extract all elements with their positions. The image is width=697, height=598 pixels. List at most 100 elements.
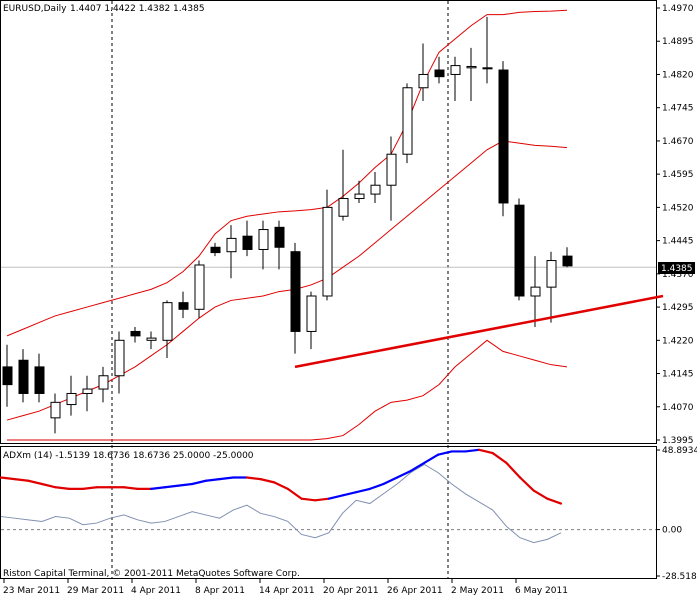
adx-main-segment (150, 486, 167, 490)
adx-main-segment (40, 482, 57, 489)
candle-up (114, 339, 125, 377)
adx-main-segment (464, 448, 481, 453)
candle-up (98, 375, 109, 390)
candle-up (66, 392, 77, 406)
candle-down (210, 246, 221, 254)
adx-main-segment (477, 448, 494, 455)
y-tick-label: 1.4745 (662, 104, 694, 114)
candle-down (34, 366, 45, 394)
adx-main-segment (81, 486, 98, 490)
candle-up (386, 153, 397, 186)
y-tick-label: 1.4220 (662, 336, 694, 346)
current-price-tag-bg (658, 262, 695, 274)
vertical-grid (111, 1, 449, 578)
candle-up (530, 286, 541, 297)
adx-main-segment (286, 487, 303, 500)
adx-main-segment (27, 479, 44, 486)
y-axis-ticks: 1.4970 1.4895 1.4820 1.4745 1.4670 1.4595 1.45… (656, 4, 694, 446)
adx-secondary-line (0, 463, 562, 544)
adx-main-segment (436, 450, 453, 456)
candle-up (258, 229, 269, 250)
candle-up (370, 184, 381, 195)
candle-up (450, 65, 461, 75)
current-price-tag: 1.4385 (661, 264, 693, 274)
y-tick-label: 1.4895 (662, 37, 694, 47)
adx-main-segment (13, 478, 30, 482)
candle-down (130, 330, 141, 337)
candle-up (194, 264, 205, 310)
x-tick-label: 14 Apr 2011 (259, 586, 315, 596)
adx-main-segment (546, 497, 563, 505)
adx-main-segment (491, 451, 508, 464)
candle-down (482, 67, 493, 70)
candle-up (338, 198, 349, 217)
y-tick-label: 1.4070 (662, 403, 694, 413)
x-tick-label: 29 Mar 2011 (67, 586, 124, 596)
x-tick-label: 23 Mar 2011 (3, 586, 60, 596)
footer-copyright: Riston Capital Terminal, © 2001-2011 Met… (3, 569, 300, 579)
chart-header-ohlc: 1.4407 1.4422 1.4382 1.4385 (70, 4, 205, 14)
y-tick-label: 1.4820 (662, 70, 694, 80)
x-tick-label: 6 May 2011 (515, 586, 568, 596)
candle-up (322, 206, 333, 297)
adx-tick-label: -28.5181 (662, 572, 697, 582)
adx-main-segment (245, 476, 262, 481)
adx-main-segment (0, 476, 16, 481)
adx-main-segment (395, 469, 412, 479)
adx-main-segment (54, 486, 71, 490)
adx-main-segment (409, 461, 426, 473)
candle-up (418, 73, 429, 89)
adx-header: ADXm (14) -1.5139 18.6736 18.6736 25.000… (3, 451, 254, 461)
y-tick-label: 1.4520 (662, 203, 694, 213)
candle-up (226, 237, 237, 253)
adx-main-segment (191, 479, 207, 486)
adx-tick-label: 48.8934 (662, 446, 697, 456)
adx-main-segment (122, 486, 139, 490)
x-tick-label: 8 Apr 2011 (195, 586, 245, 596)
candle-up (306, 295, 317, 332)
candles (2, 16, 573, 434)
adx-main-segment (355, 487, 371, 494)
adx-main-segment (163, 484, 180, 489)
adx-main-segment (368, 482, 385, 490)
candle-up (146, 337, 157, 341)
support-trendline (294, 294, 664, 369)
x-axis-ticks: 23 Mar 2011 29 Mar 2011 4 Apr 2011 8 Apr 20… (3, 579, 568, 596)
adx-main-segment (204, 478, 221, 482)
candle-down (290, 251, 301, 332)
adx-main-segment (314, 497, 330, 502)
adx-main-segment (518, 476, 535, 492)
candle-up (50, 401, 61, 419)
candle-up (402, 87, 413, 155)
y-tick-label: 1.4145 (662, 370, 694, 380)
candle-up (354, 193, 365, 200)
adx-main-segment (382, 476, 399, 486)
x-tick-label: 20 Apr 2011 (323, 586, 379, 596)
adx-main-segment (273, 481, 289, 490)
adx-y-ticks: 48.8934 0.00 -28.5181 (656, 446, 697, 582)
candle-up (466, 65, 477, 69)
chart-header-symbol: EURUSD,Daily (3, 4, 67, 14)
y-tick-label: 1.3995 (662, 436, 694, 446)
candle-down (18, 359, 29, 394)
adx-main-segment (177, 482, 194, 487)
x-tick-label: 4 Apr 2011 (131, 586, 181, 596)
x-tick-label: 26 Apr 2011 (387, 586, 443, 596)
adx-tick-label: 0.00 (662, 526, 682, 536)
adx-main-segment (259, 478, 276, 484)
candle-up (546, 260, 557, 288)
y-tick-label: 1.4595 (662, 170, 694, 180)
candle-down (242, 235, 253, 250)
adx-main-segment (218, 476, 235, 481)
candle-down (562, 255, 573, 267)
adx-lines (0, 448, 656, 544)
adx-main-segment (532, 489, 549, 500)
candle-up (162, 302, 173, 341)
x-tick-label: 2 May 2011 (451, 586, 504, 596)
adx-main-segment (327, 494, 344, 500)
y-tick-label: 1.4295 (662, 303, 694, 313)
candle-down (274, 226, 285, 248)
y-tick-label: 1.4970 (662, 4, 694, 14)
trendline (294, 294, 664, 369)
